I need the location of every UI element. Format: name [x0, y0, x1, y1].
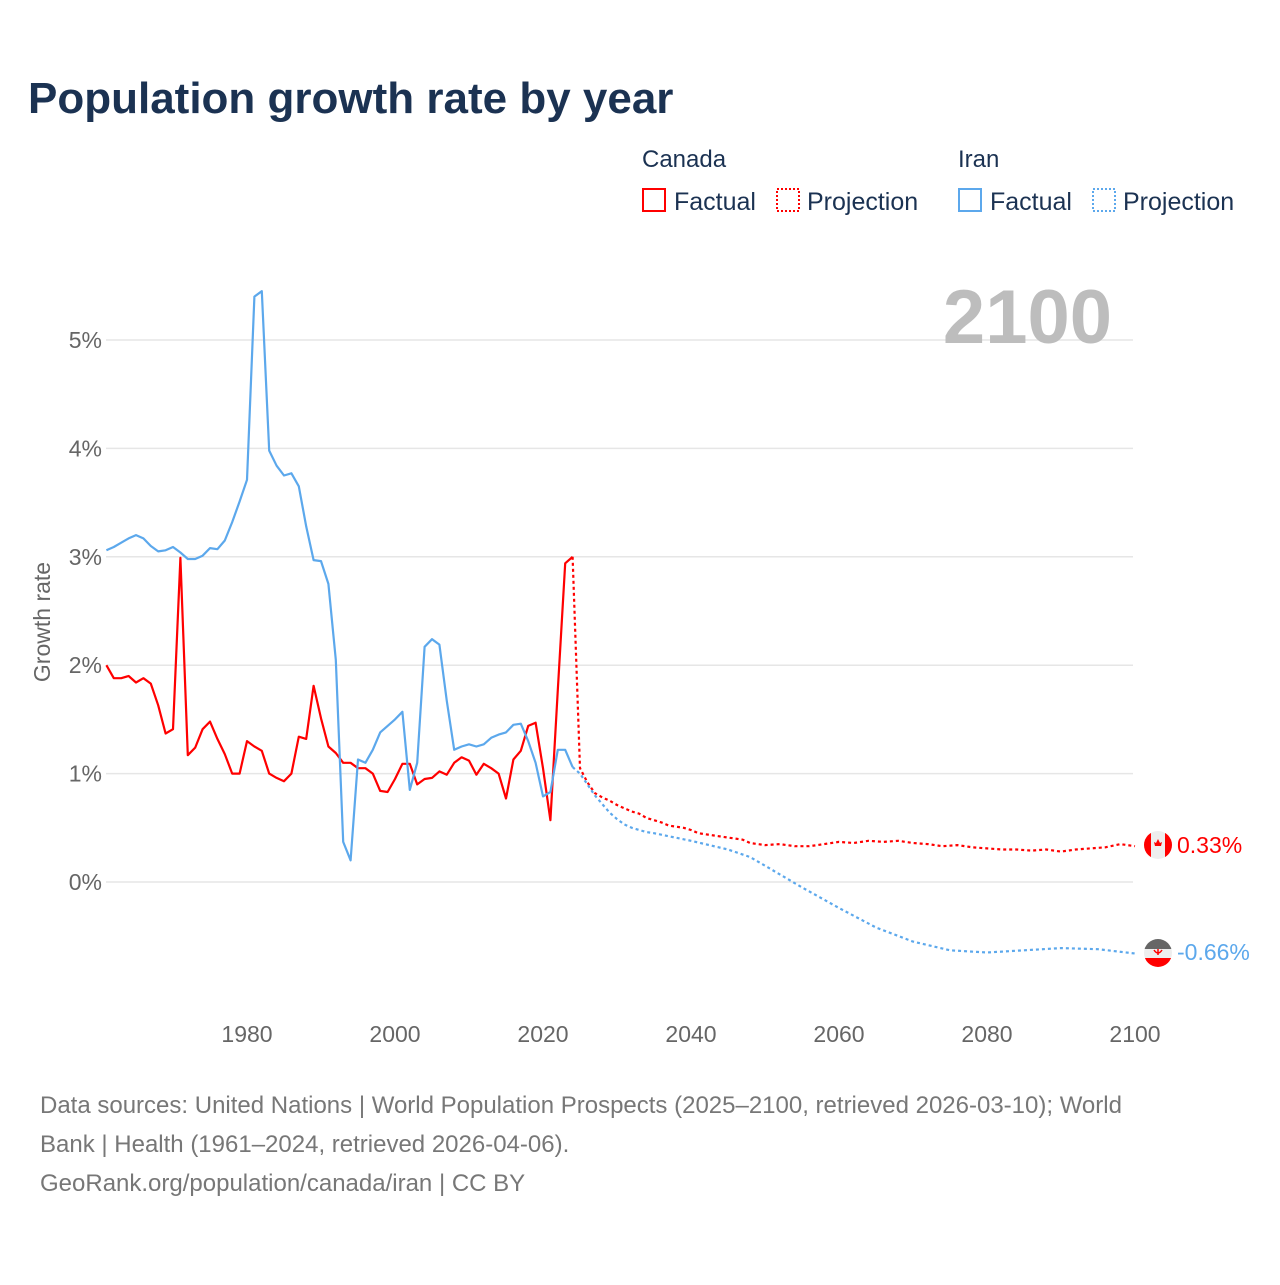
canada-projection-line [571, 556, 1136, 853]
series-lines [105, 290, 1136, 955]
iran-flag-icon [1144, 939, 1172, 967]
end-marker-canada: 0.33% [1144, 831, 1242, 859]
x-tick-label: 2100 [1109, 1021, 1160, 1047]
legend-swatch-iran-factual [958, 188, 982, 212]
x-tick-label: 2000 [369, 1021, 420, 1047]
legend-label-iran-factual: Factual [990, 188, 1072, 216]
legend-group-canada: Canada [642, 146, 727, 173]
end-marker-iran: -0.66% [1144, 939, 1250, 967]
legend-swatch-iran-projection [1092, 188, 1116, 212]
x-tick-label: 2020 [517, 1021, 568, 1047]
y-axis: 0% 1% 2% 3% 4% 5% [69, 327, 102, 895]
grid [106, 339, 1133, 883]
end-label-iran: -0.66% [1177, 939, 1250, 965]
current-year-label: 2100 [943, 275, 1112, 360]
legend: Canada Factual Projection Iran Factual P… [642, 146, 1234, 216]
y-axis-label: Growth rate [29, 562, 55, 682]
iran-factual-line [105, 290, 574, 862]
y-tick-label: 2% [69, 652, 102, 678]
x-axis: 1980 2000 2020 2040 2060 2080 2100 [221, 1021, 1160, 1047]
y-tick-label: 4% [69, 435, 102, 461]
iran-projection-line [571, 766, 1136, 955]
footer: Data sources: United Nations | World Pop… [40, 1092, 1122, 1197]
x-tick-label: 2060 [813, 1021, 864, 1047]
y-tick-label: 1% [69, 761, 102, 787]
canada-flag-icon [1144, 831, 1172, 859]
legend-label-canada-factual: Factual [674, 188, 756, 216]
footer-sources-line2: Bank | Health (1961–2024, retrieved 2026… [40, 1131, 569, 1158]
end-label-canada: 0.33% [1177, 832, 1242, 858]
y-tick-label: 3% [69, 544, 102, 570]
canada-factual-line [105, 555, 574, 822]
page-title: Population growth rate by year [28, 74, 673, 123]
legend-swatch-canada-factual [642, 188, 666, 212]
y-tick-label: 0% [69, 869, 102, 895]
y-tick-label: 5% [69, 327, 102, 353]
footer-sources-line1: Data sources: United Nations | World Pop… [40, 1092, 1122, 1119]
legend-group-iran: Iran [958, 146, 999, 173]
legend-label-canada-projection: Projection [807, 188, 918, 216]
footer-attribution-link[interactable]: GeoRank.org/population/canada/iran | CC … [40, 1170, 525, 1197]
legend-swatch-canada-projection [776, 188, 800, 212]
x-tick-label: 2040 [665, 1021, 716, 1047]
legend-label-iran-projection: Projection [1123, 188, 1234, 216]
x-tick-label: 2080 [961, 1021, 1012, 1047]
x-tick-label: 1980 [221, 1021, 272, 1047]
